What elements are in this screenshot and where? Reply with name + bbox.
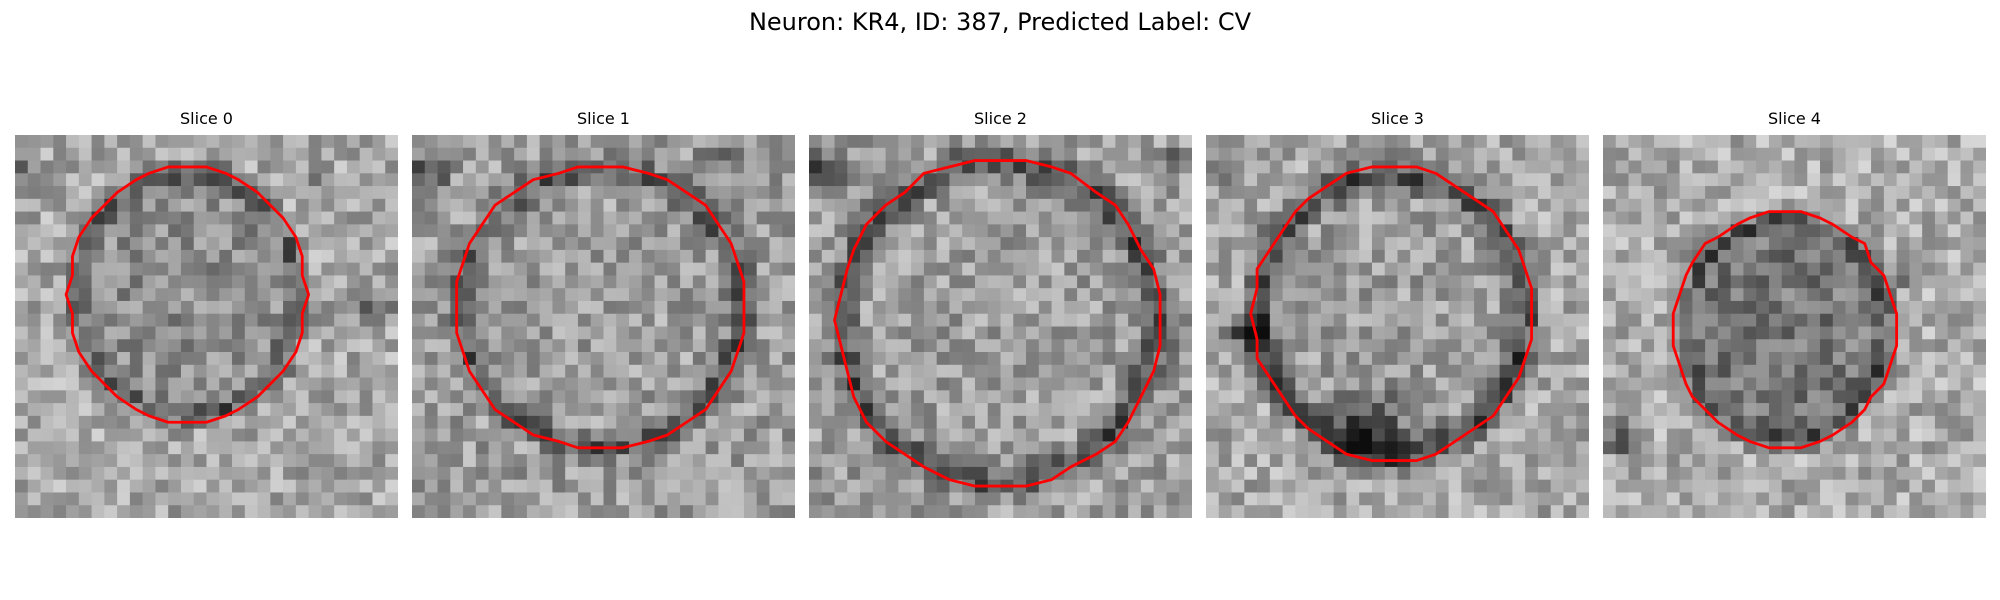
- slice-panel-0: Slice 0: [15, 108, 398, 522]
- slice-title: Slice 2: [974, 109, 1027, 128]
- slice-panel-2: Slice 2: [809, 108, 1192, 522]
- slice-title: Slice 0: [180, 109, 233, 128]
- slice-title: Slice 1: [577, 109, 630, 128]
- slice-title: Slice 3: [1371, 109, 1424, 128]
- slice-panel-1: Slice 1: [412, 108, 795, 522]
- segmentation-contour: [1671, 210, 1899, 450]
- slice-image: [809, 135, 1192, 518]
- slice-image: [412, 135, 795, 518]
- figure-title: Neuron: KR4, ID: 387, Predicted Label: C…: [748, 8, 1252, 36]
- slice-title: Slice 4: [1768, 109, 1821, 128]
- segmentation-contour: [833, 159, 1162, 488]
- slice-panel-4: Slice 4: [1603, 108, 1986, 522]
- slice-image: [1603, 135, 1986, 518]
- segmentation-contour: [64, 165, 311, 424]
- segmentation-contour: [455, 165, 746, 450]
- segmentation-contour: [1249, 165, 1533, 462]
- slice-panel-3: Slice 3: [1206, 108, 1589, 522]
- slice-image: [1206, 135, 1589, 518]
- slice-image: [15, 135, 398, 518]
